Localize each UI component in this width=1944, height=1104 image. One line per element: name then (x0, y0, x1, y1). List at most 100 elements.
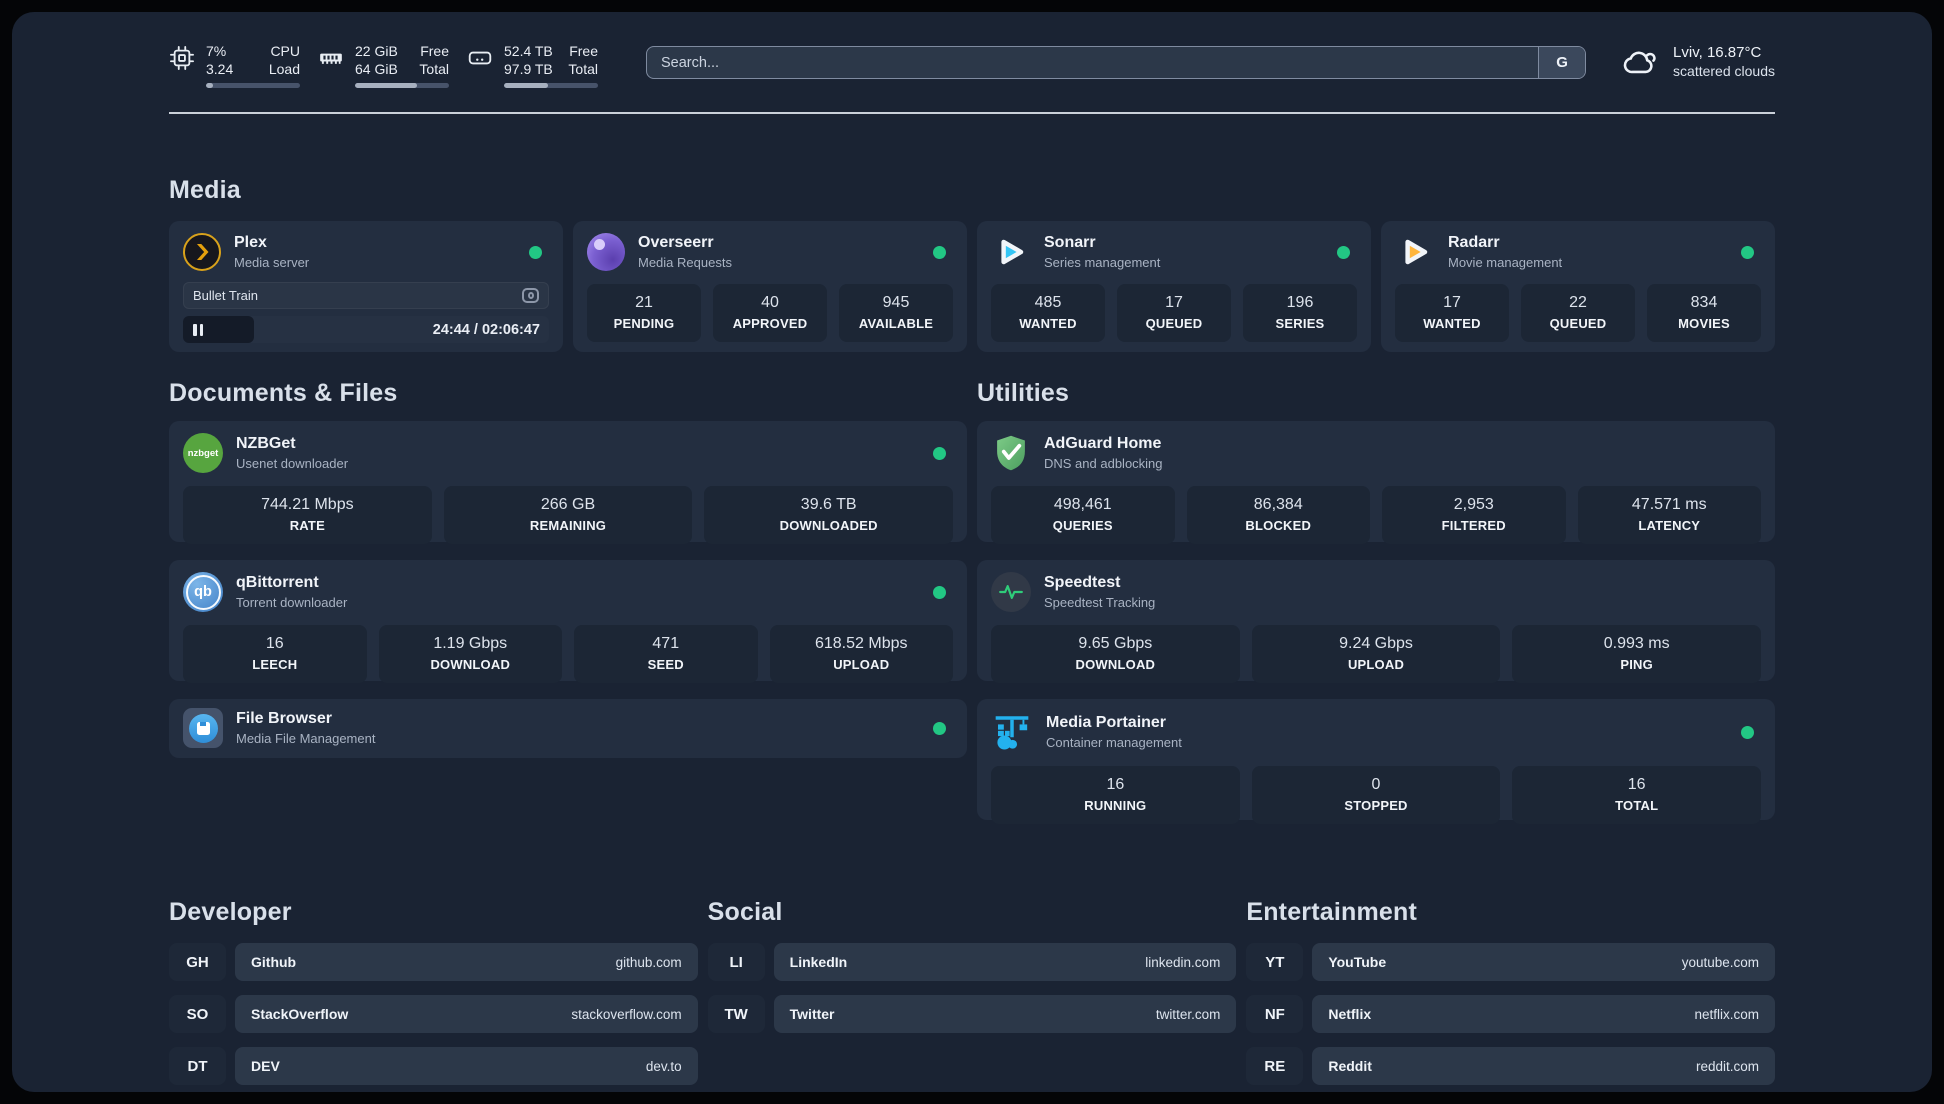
app-card-speedtest[interactable]: Speedtest Speedtest Tracking 9.65 Gbps DO… (977, 560, 1775, 683)
cpu-usage: 7% (206, 43, 227, 59)
now-playing-track: Bullet Train (183, 282, 549, 309)
stat-box: 0 STOPPED (1251, 766, 1501, 824)
app-description: Container management (1046, 735, 1182, 750)
stat-box: 196 SERIES (1243, 284, 1357, 342)
status-dot (933, 585, 946, 599)
link-url: dev.to (645, 1058, 682, 1074)
app-description: Speedtest Tracking (1044, 595, 1156, 610)
app-card-overseerr[interactable]: Overseerr Media Requests 21 PENDING 40 APP… (573, 221, 967, 352)
stat-box: 834 MOVIES (1647, 284, 1761, 342)
stat-box: 17 QUEUED (1117, 284, 1231, 342)
status-dot (1337, 245, 1350, 259)
stat-box: 266 GB REMAINING (443, 486, 693, 544)
link-url: netflix.com (1694, 1006, 1759, 1022)
memory-widget: 22 GiB 64 GiB Free Total (318, 42, 449, 88)
portainer-icon (995, 716, 1029, 750)
app-card-radarr[interactable]: Radarr Movie management 17 WANTED 22 QUEUE… (1381, 221, 1775, 352)
media-grid: Plex Media server Bullet Train 24:44 / 0… (169, 221, 1775, 352)
app-description: Movie management (1448, 255, 1563, 270)
app-description: DNS and adblocking (1044, 456, 1163, 471)
link-url: stackoverflow.com (571, 1006, 682, 1022)
app-card-portainer[interactable]: Media Portainer Container management 16 R… (977, 699, 1775, 824)
app-card-sonarr[interactable]: Sonarr Series management 485 WANTED 17 QUE… (977, 221, 1371, 352)
weather-condition: scattered clouds (1673, 63, 1775, 79)
stat-box: 485 WANTED (991, 284, 1105, 342)
qbittorrent-icon: qb (183, 572, 223, 612)
storage-progress-bar (504, 83, 598, 88)
stat-box: 9.65 Gbps DOWNLOAD (991, 625, 1240, 683)
link-twitter[interactable]: TW Twitter twitter.com (707, 995, 1237, 1033)
stat-box: 21 PENDING (587, 284, 701, 342)
link-url: twitter.com (1155, 1006, 1221, 1022)
link-abbr: YT (1246, 943, 1304, 981)
link-url: youtube.com (1681, 954, 1759, 970)
link-netflix[interactable]: NF Netflix netflix.com (1246, 995, 1775, 1033)
app-name: File Browser (236, 710, 333, 727)
link-name: Reddit (1328, 1058, 1372, 1074)
section-social: Social LI LinkedIn linkedin.com TW Twitt… (707, 898, 1237, 1092)
status-dot (933, 245, 946, 259)
storage-free-label: Free (569, 43, 598, 59)
link-github[interactable]: GH Github github.com (169, 943, 698, 981)
app-name: Radarr (1448, 234, 1500, 251)
link-name: DEV (251, 1058, 280, 1074)
stat-box: 0.993 ms PING (1512, 625, 1762, 683)
link-name: StackOverflow (251, 1006, 349, 1022)
link-dev-to[interactable]: DT DEV dev.to (169, 1047, 698, 1085)
app-card-qbittorrent[interactable]: qb qBittorrent Torrent downloader 16 LEEC… (169, 560, 967, 683)
weather-widget: Lviv, 16.87°C scattered clouds (1622, 44, 1775, 79)
search-engine-button[interactable]: G (1538, 47, 1586, 78)
video-icon (522, 288, 539, 303)
stat-box: 471 SEED (574, 625, 758, 683)
app-name: Speedtest (1044, 574, 1121, 591)
pause-icon (193, 323, 203, 336)
app-card-nzbget[interactable]: nzbget NZBGet Usenet downloader 744.21 M… (169, 421, 967, 544)
section-title-developer: Developer (169, 898, 292, 926)
app-name: Plex (234, 234, 267, 251)
memory-free-label: Free (420, 43, 449, 59)
link-url: reddit.com (1695, 1058, 1759, 1074)
link-name: Twitter (789, 1006, 835, 1022)
adguard-icon (997, 435, 1025, 471)
plex-icon (183, 233, 221, 271)
link-youtube[interactable]: YT YouTube youtube.com (1246, 943, 1775, 981)
now-playing-title: Bullet Train (193, 288, 259, 303)
app-name: AdGuard Home (1044, 435, 1162, 452)
link-stackoverflow[interactable]: SO StackOverflow stackoverflow.com (169, 995, 698, 1033)
app-name: Overseerr (638, 234, 714, 251)
cpu-load-value: 3.24 (206, 61, 234, 77)
app-name: NZBGet (236, 435, 296, 452)
radarr-icon (1405, 239, 1428, 265)
section-developer: Developer GH Github github.com SO StackO… (169, 898, 698, 1092)
section-title-utilities: Utilities (977, 379, 1070, 407)
cpu-icon (170, 46, 194, 70)
app-name: qBittorrent (236, 574, 319, 591)
section-documents: Documents & Files nzbget NZBGet Usenet d… (169, 379, 967, 838)
section-title-entertainment: Entertainment (1246, 898, 1418, 926)
app-card-plex[interactable]: Plex Media server Bullet Train 24:44 / 0… (169, 221, 563, 352)
link-reddit[interactable]: RE Reddit reddit.com (1246, 1047, 1775, 1085)
stat-box: 498,461 QUERIES (991, 486, 1175, 544)
app-card-adguard[interactable]: AdGuard Home DNS and adblocking 498,461 Q… (977, 421, 1775, 544)
app-description: Media Requests (638, 255, 732, 270)
app-description: Usenet downloader (236, 456, 349, 471)
cpu-load-label: Load (268, 61, 300, 77)
link-url: linkedin.com (1145, 954, 1221, 970)
memory-free: 22 GiB (355, 43, 398, 59)
stat-box: 16 TOTAL (1512, 766, 1762, 824)
stat-box: 618.52 Mbps UPLOAD (769, 625, 953, 683)
filebrowser-icon (183, 708, 223, 748)
link-linkedin[interactable]: LI LinkedIn linkedin.com (707, 943, 1237, 981)
stat-box: 1.19 Gbps DOWNLOAD (378, 625, 562, 683)
app-card-filebrowser[interactable]: File Browser Media File Management (169, 699, 967, 758)
search-input[interactable] (647, 47, 1539, 78)
stat-box: 2,953 FILTERED (1382, 486, 1566, 544)
link-abbr: TW (707, 995, 765, 1033)
app-description: Series management (1044, 255, 1161, 270)
link-url: github.com (615, 954, 682, 970)
section-entertainment: Entertainment YT YouTube youtube.com NF … (1246, 898, 1775, 1092)
top-bar: 7% 3.24 CPU Load (169, 42, 1775, 88)
link-name: Github (251, 954, 297, 970)
cpu-progress-bar (206, 83, 300, 88)
dashboard-panel: 7% 3.24 CPU Load (12, 12, 1932, 1092)
